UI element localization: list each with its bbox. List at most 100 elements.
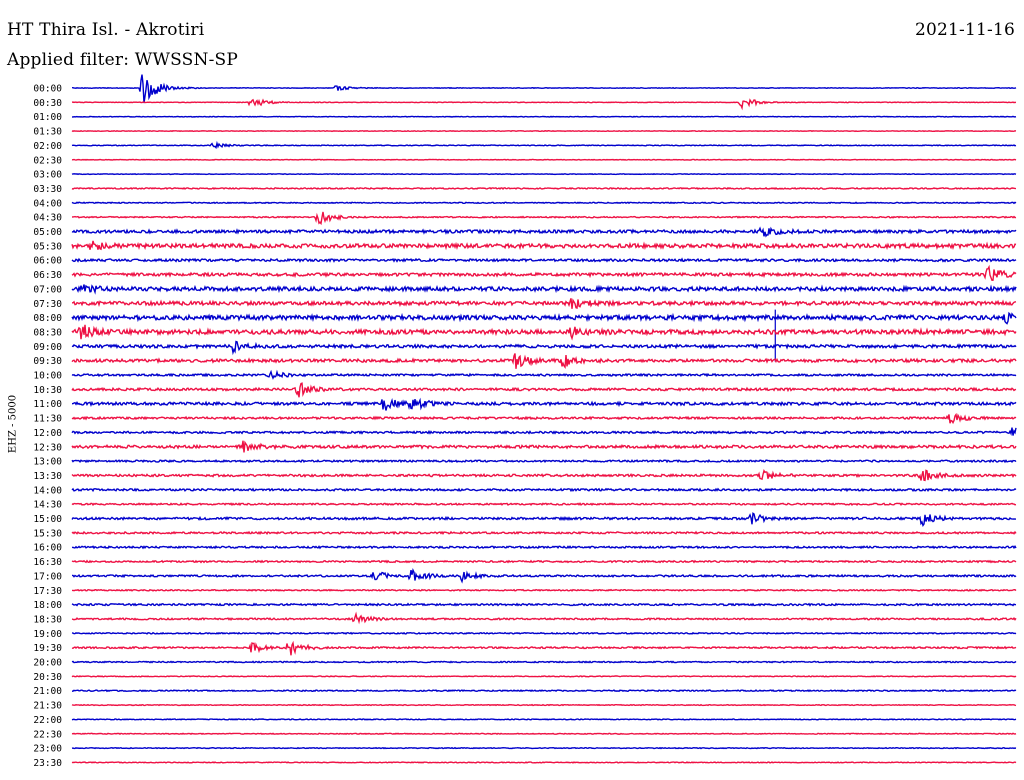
- trace-1630: [71, 559, 1017, 564]
- trace-1730: [72, 588, 1017, 592]
- trace-1300: [71, 458, 1017, 464]
- row-time-label: 03:00: [33, 170, 62, 181]
- trace-1100: [71, 397, 1017, 411]
- row-time-label: 11:00: [33, 399, 62, 410]
- row-time-label: 03:30: [33, 184, 62, 195]
- trace-1600: [71, 545, 1017, 550]
- row-time-label: 10:30: [33, 385, 62, 396]
- trace-2100: [71, 689, 1017, 693]
- row-time-label: 17:00: [33, 571, 62, 582]
- row-time-label: 14:00: [33, 485, 62, 496]
- row-time-label: 00:30: [33, 98, 62, 109]
- row-time-label: 22:00: [33, 715, 62, 726]
- station-title: HT Thira Isl. - Akrotiri: [7, 20, 205, 40]
- row-time-label: 12:30: [33, 442, 62, 453]
- trace-1000: [71, 369, 1017, 380]
- trace-2030: [71, 675, 1017, 678]
- row-time-label: 06:30: [33, 270, 62, 281]
- trace-1500: [71, 512, 1017, 527]
- trace-1530: [71, 530, 1017, 536]
- trace-0000: [72, 74, 1017, 104]
- row-time-label: 20:00: [33, 658, 62, 669]
- trace-0530: [71, 240, 1017, 251]
- trace-2000: [71, 660, 1017, 664]
- trace-1800: [71, 602, 1017, 607]
- trace-0800: [71, 311, 1017, 325]
- row-time-label: 01:00: [33, 112, 62, 123]
- row-time-label: 12:00: [33, 428, 62, 439]
- trace-0600: [71, 257, 1017, 263]
- row-time-label: 13:30: [33, 471, 62, 482]
- trace-0630: [71, 264, 1017, 281]
- trace-1700: [72, 568, 1017, 584]
- record-date: 2021-11-16: [914, 20, 1015, 40]
- trace-1130: [71, 412, 1017, 425]
- row-time-label: 16:30: [33, 557, 62, 568]
- row-time-label: 01:30: [33, 127, 62, 138]
- trace-1930: [71, 640, 1017, 656]
- row-time-label: 20:30: [33, 672, 62, 683]
- row-time-label: 10:00: [33, 371, 62, 382]
- row-time-label: 02:30: [33, 155, 62, 166]
- row-time-label: 09:00: [33, 342, 62, 353]
- trace-2300: [71, 746, 1017, 750]
- trace-0200: [71, 140, 1017, 150]
- row-time-label: 11:30: [33, 414, 62, 425]
- row-time-label: 04:00: [33, 198, 62, 209]
- row-time-label: 18:30: [33, 614, 62, 625]
- row-time-label: 22:30: [33, 729, 62, 740]
- filter-label: Applied filter: WWSSN-SP: [7, 50, 239, 70]
- row-time-label: 17:30: [33, 586, 62, 597]
- trace-0230: [71, 158, 1017, 161]
- trace-0100: [71, 115, 1017, 118]
- row-time-label: 07:30: [33, 299, 62, 310]
- row-time-label: 06:00: [33, 256, 62, 267]
- row-time-label: 07:00: [33, 284, 62, 295]
- trace-0430: [71, 211, 1017, 226]
- row-time-label: 04:30: [33, 213, 62, 224]
- row-time-label: 08:30: [33, 327, 62, 338]
- trace-0030: [71, 98, 1017, 111]
- trace-2330: [71, 761, 1017, 764]
- row-time-label: 09:30: [33, 356, 62, 367]
- trace-1200: [71, 427, 1017, 437]
- row-time-label: 19:30: [33, 643, 62, 654]
- row-time-label: 23:30: [33, 758, 62, 769]
- trace-2230: [71, 732, 1017, 735]
- trace-1330: [71, 468, 1017, 482]
- trace-0330: [71, 186, 1017, 191]
- trace-0300: [71, 173, 1017, 176]
- trace-1400: [71, 487, 1017, 493]
- trace-0900: [71, 340, 1017, 356]
- row-time-label: 18:00: [33, 600, 62, 611]
- row-time-label: 23:00: [33, 744, 62, 755]
- row-time-label: 08:00: [33, 313, 62, 324]
- trace-1900: [71, 631, 1017, 635]
- trace-1830: [71, 611, 1017, 625]
- row-time-label: 19:00: [33, 629, 62, 640]
- trace-0130: [71, 129, 1017, 133]
- trace-1030: [71, 382, 1017, 398]
- row-time-label: 05:00: [33, 227, 62, 238]
- trace-0700: [71, 284, 1017, 295]
- trace-1230: [71, 440, 1017, 453]
- trace-2200: [71, 718, 1017, 721]
- row-time-label: 21:00: [33, 686, 62, 697]
- row-time-label: 02:00: [33, 141, 62, 152]
- row-time-label: 15:30: [33, 528, 62, 539]
- trace-0830: [71, 324, 1017, 341]
- row-time-label: 13:00: [33, 457, 62, 468]
- trace-1430: [71, 502, 1017, 507]
- row-time-label: 00:00: [33, 84, 62, 95]
- trace-0930: [71, 353, 1017, 370]
- row-time-label: 21:30: [33, 701, 62, 712]
- row-time-label: 05:30: [33, 241, 62, 252]
- row-time-label: 15:00: [33, 514, 62, 525]
- row-time-label: 16:00: [33, 543, 62, 554]
- trace-0500: [71, 226, 1017, 238]
- trace-2130: [71, 703, 1017, 707]
- row-time-label: 14:30: [33, 500, 62, 511]
- trace-0730: [71, 298, 1017, 310]
- trace-0400: [71, 201, 1017, 205]
